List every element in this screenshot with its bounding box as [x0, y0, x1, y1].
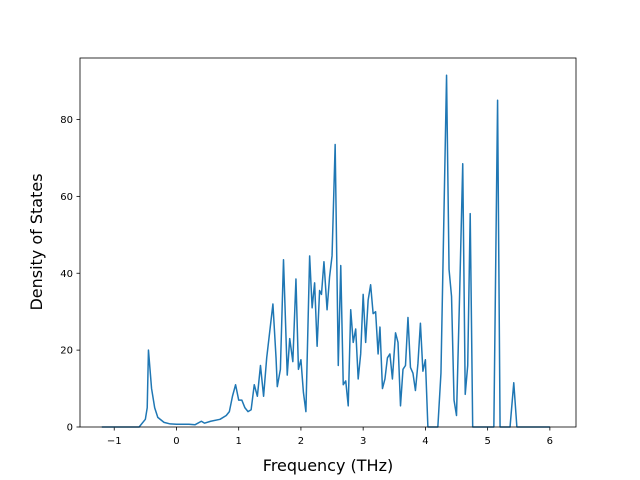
y-tick-label: 80	[60, 115, 73, 126]
x-tick-label: 5	[484, 436, 490, 447]
y-tick-label: 0	[67, 423, 73, 434]
x-tick-label: 1	[236, 436, 242, 447]
y-tick-label: 20	[60, 346, 73, 357]
x-tick-label: 0	[173, 436, 179, 447]
x-tick-label: 6	[547, 436, 553, 447]
line	[101, 74, 550, 428]
x-tick-label: −1	[107, 436, 122, 447]
x-tick-label: 2	[298, 436, 304, 447]
x-axis-label: Frequency (THz)	[263, 456, 393, 475]
x-tick-label: 3	[360, 436, 366, 447]
y-tick-label: 60	[60, 192, 73, 203]
y-axis-label: Density of States	[27, 173, 46, 310]
plot-frame	[79, 57, 577, 428]
x-tick-label: 4	[422, 436, 428, 447]
y-tick-label: 40	[60, 269, 73, 280]
